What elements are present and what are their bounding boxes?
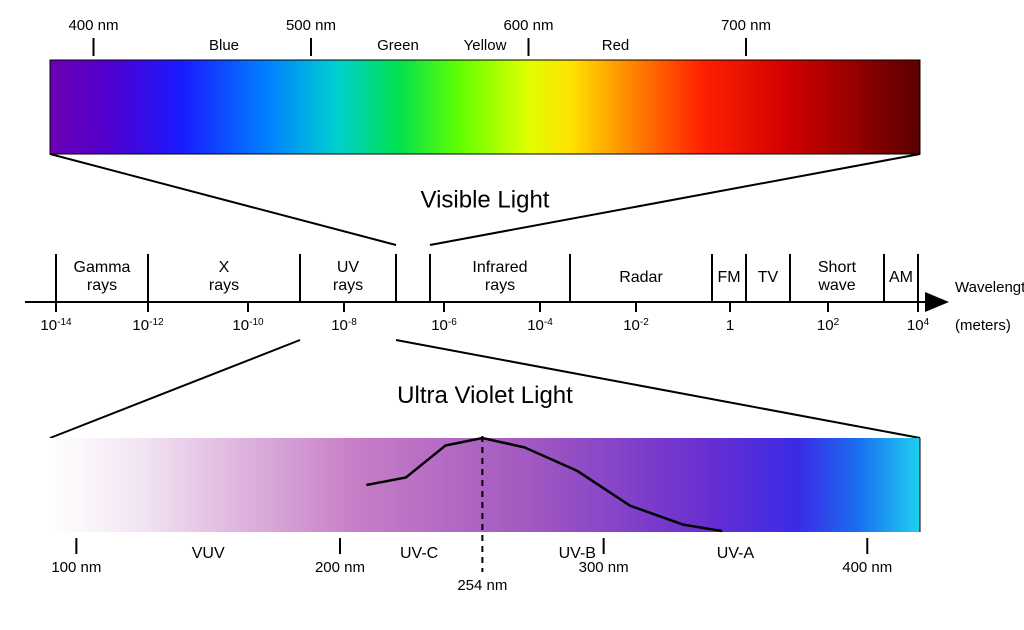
uv-tick-label: 100 nm	[51, 559, 101, 576]
axis-tick-label: 102	[817, 317, 840, 335]
axis-tick-label: 10-2	[623, 317, 649, 335]
axis-tick-label: 10-8	[331, 317, 357, 335]
visible-band-label: Green	[377, 37, 419, 54]
axis-tick-label: 10-14	[40, 317, 72, 335]
uv-region-label: VUV	[192, 545, 225, 562]
uv-spectrum-bar	[50, 438, 920, 532]
axis-tick-label: 10-4	[527, 317, 553, 335]
visible-tick-label: 500 nm	[286, 17, 336, 34]
em-region-label: X	[219, 259, 230, 276]
uv-peak-label: 254 nm	[457, 577, 507, 594]
axis-tick-label: 10-6	[431, 317, 457, 335]
axis-tick-label: 10-12	[132, 317, 164, 335]
uv-light-title: Ultra Violet Light	[397, 382, 573, 409]
axis-tick-label: 104	[907, 317, 930, 335]
axis-label-meters: (meters)	[955, 317, 1011, 334]
em-region-label: FM	[717, 269, 740, 286]
em-region-label: rays	[333, 277, 363, 294]
em-region-label: wave	[817, 277, 855, 294]
visible-band-label: Yellow	[464, 37, 507, 54]
em-region-label: Radar	[619, 269, 663, 286]
visible-tick-label: 600 nm	[503, 17, 553, 34]
connector-line	[50, 340, 300, 438]
axis-tick-label: 10-10	[232, 317, 264, 335]
em-region-label: UV	[337, 259, 360, 276]
em-region-label: Infrared	[472, 259, 527, 276]
em-region-label: Gamma	[74, 259, 131, 276]
uv-region-label: UV-A	[717, 545, 755, 562]
visible-band-label: Blue	[209, 37, 239, 54]
axis-label-wavelength: Wavelength	[955, 279, 1024, 296]
em-region-label: rays	[87, 277, 117, 294]
em-region-label: rays	[485, 277, 515, 294]
em-region-label: rays	[209, 277, 239, 294]
em-region-label: Short	[818, 259, 857, 276]
spectrum-diagram: 400 nm 500 nm 600 nm 700 nm Blue Green Yellow R…	[0, 0, 1024, 630]
uv-region-label: UV-B	[559, 545, 596, 562]
em-region-label: TV	[758, 269, 779, 286]
visible-tick-label: 400 nm	[68, 17, 118, 34]
uv-tick-label: 200 nm	[315, 559, 365, 576]
visible-band-label: Red	[602, 37, 630, 54]
uv-region-label: UV-C	[400, 545, 438, 562]
visible-tick-label: 700 nm	[721, 17, 771, 34]
uv-tick-label: 400 nm	[842, 559, 892, 576]
visible-spectrum-bar	[50, 60, 920, 154]
connector-line	[50, 154, 396, 245]
em-region-label: AM	[889, 269, 913, 286]
visible-light-title: Visible Light	[421, 187, 550, 214]
axis-tick-label: 1	[726, 317, 734, 334]
